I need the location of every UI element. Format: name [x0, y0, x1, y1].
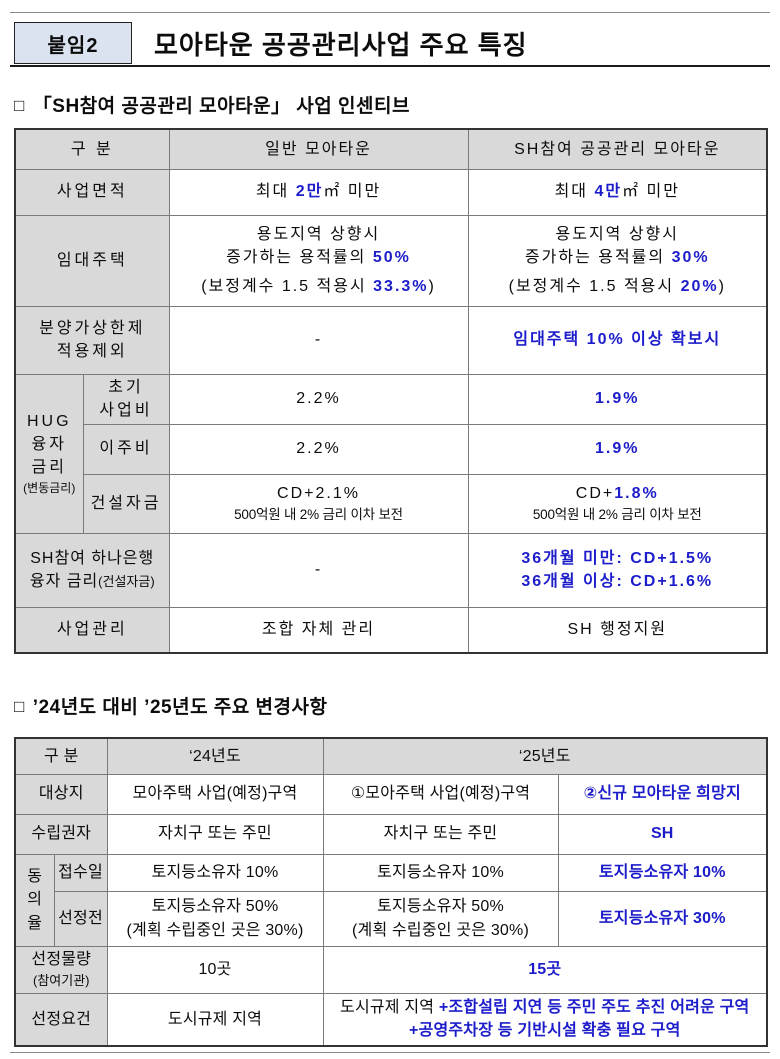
table2-header-row: 구 분 ‘24년도 ‘25년도 — [14, 737, 768, 775]
price-cap-label: 분양가상한제 적용제외 — [14, 305, 170, 375]
changes-table: 구 분 ‘24년도 ‘25년도 대상지 모아주택 사업(예정)구역 ①모아주택 … — [14, 737, 769, 1047]
hana-general-cell: - — [168, 532, 469, 608]
hug-initial-label: 초기 사업비 — [82, 373, 170, 425]
table1-header-row: 구 분 일반 모아타운 SH참여 공공관리 모아타운 — [14, 128, 768, 170]
authority-y25b-cell: SH — [557, 813, 768, 855]
target-y24-cell: 모아주택 사업(예정)구역 — [106, 773, 324, 815]
management-label: 사업관리 — [14, 606, 170, 654]
consent-receipt-y25b-cell: 토지등소유자 10% — [557, 853, 768, 892]
page-top-rule — [10, 12, 770, 13]
table2-row-consent-preselect: 선정전 토지등소유자 50% (계획 수립중인 곳은 30%) 토지등소유자 5… — [15, 890, 768, 947]
target-label: 대상지 — [14, 773, 108, 815]
table2-row-consent-receipt: 동 의 율 접수일 토지등소유자 10% 토지등소유자 10% 토지등소유자 1… — [14, 853, 768, 947]
target-y25b-cell: ②신규 모아타운 희망지 — [557, 773, 768, 815]
consent-preselect-y25a-cell: 토지등소유자 50% (계획 수립중인 곳은 30%) — [322, 890, 559, 947]
target-y25a-cell: ①모아주택 사업(예정)구역 — [322, 773, 559, 815]
hana-label: SH참여 하나은행 융자 금리(건설자금) — [14, 532, 170, 608]
table2-row-quantity: 선정물량 (참여기관) 10곳 15곳 — [14, 945, 768, 994]
consent-preselect-y24-cell: 토지등소유자 50% (계획 수립중인 곳은 30%) — [106, 890, 324, 947]
criteria-y24-cell: 도시규제 지역 — [106, 992, 324, 1047]
table1-header-sh: SH참여 공공관리 모아타운 — [467, 128, 768, 170]
price-cap-sh-cell: 임대주택 10% 이상 확보시 — [467, 305, 768, 375]
authority-y24-cell: 자치구 또는 주민 — [106, 813, 324, 855]
hug-construction-label: 건설자금 — [82, 473, 170, 534]
table2-row-authority: 수립권자 자치구 또는 주민 자치구 또는 주민 SH — [14, 813, 768, 855]
quantity-y25-cell: 15곳 — [322, 945, 768, 994]
table1-row-rental: 임대주택 용도지역 상향시 증가하는 용적률의 50% (보정계수 1.5 적용… — [14, 214, 768, 307]
hug-initial-general-cell: 2.2% — [168, 373, 469, 425]
criteria-y25-cell: 도시규제 지역 +조합설립 지연 등 주민 주도 추진 어려운 구역 +공영주차… — [322, 992, 768, 1047]
document-title: 모아타운 공공관리사업 주요 특징 — [154, 29, 528, 60]
consent-receipt-y25a-cell: 토지등소유자 10% — [322, 853, 559, 892]
section2-heading: □ ’24년도 대비 ’25년도 주요 변경사항 — [14, 692, 327, 719]
hug-construction-sh-cell: CD+1.8% 500억원 내 2% 금리 이차 보전 — [467, 473, 768, 534]
rental-sh-cell: 용도지역 상향시 증가하는 용적률의 30% (보정계수 1.5 적용시 20%… — [467, 214, 768, 307]
table1-row-management: 사업관리 조합 자체 관리 SH 행정지원 — [14, 606, 768, 654]
document-header: 붙임2 모아타운 공공관리사업 주요 특징 — [14, 22, 528, 64]
table1-row-area: 사업면적 최대 2만㎡ 미만 최대 4만㎡ 미만 — [14, 168, 768, 216]
table1-row-hug-relocation: 이주비 2.2% 1.9% — [15, 423, 768, 475]
header-underline — [10, 65, 770, 67]
consent-preselect-y25b-cell: 토지등소유자 30% — [557, 890, 768, 947]
area-sh-cell: 최대 4만㎡ 미만 — [467, 168, 768, 216]
quantity-y24-cell: 10곳 — [106, 945, 324, 994]
consent-receipt-label: 접수일 — [53, 853, 108, 892]
hug-initial-sh-cell: 1.9% — [467, 373, 768, 425]
authority-y25a-cell: 자치구 또는 주민 — [322, 813, 559, 855]
table1-row-hug-construction: 건설자금 CD+2.1% 500억원 내 2% 금리 이차 보전 CD+1.8%… — [15, 473, 768, 534]
table1-row-price-cap: 분양가상한제 적용제외 - 임대주택 10% 이상 확보시 — [14, 305, 768, 375]
section1-title: 「SH참여 공공관리 모아타운」 사업 인센티브 — [32, 96, 410, 117]
management-general-cell: 조합 자체 관리 — [168, 606, 469, 654]
rental-general-cell: 용도지역 상향시 증가하는 용적률의 50% (보정계수 1.5 적용시 33.… — [168, 214, 469, 307]
table1-row-hana: SH참여 하나은행 융자 금리(건설자금) - 36개월 미만: CD+1.5%… — [14, 532, 768, 608]
consent-preselect-label: 선정전 — [53, 890, 108, 947]
price-cap-general-cell: - — [168, 305, 469, 375]
table2-row-target: 대상지 모아주택 사업(예정)구역 ①모아주택 사업(예정)구역 ②신규 모아타… — [14, 773, 768, 815]
criteria-label: 선정요건 — [14, 992, 108, 1047]
hug-relocation-general-cell: 2.2% — [168, 423, 469, 475]
table2-header-y24: ‘24년도 — [106, 737, 324, 775]
table2-row-criteria: 선정요건 도시규제 지역 도시규제 지역 +조합설립 지연 등 주민 주도 추진… — [14, 992, 768, 1047]
table1-row-hug-initial: HUG 융자 금리 (변동금리) 초기 사업비 2.2% 1.9% — [14, 373, 768, 534]
section2-title: ’24년도 대비 ’25년도 주요 변경사항 — [32, 697, 328, 718]
table1-header-general: 일반 모아타운 — [168, 128, 469, 170]
hug-group-label: HUG 융자 금리 (변동금리) — [14, 373, 84, 534]
management-sh-cell: SH 행정지원 — [467, 606, 768, 654]
consent-group-label: 동 의 율 — [14, 853, 55, 947]
area-label: 사업면적 — [14, 168, 170, 216]
rental-label: 임대주택 — [14, 214, 170, 307]
attachment-badge: 붙임2 — [14, 22, 132, 64]
quantity-label: 선정물량 (참여기관) — [14, 945, 108, 994]
hug-relocation-sh-cell: 1.9% — [467, 423, 768, 475]
table1-header-gubun: 구 분 — [14, 128, 170, 170]
section1-heading: □ 「SH참여 공공관리 모아타운」 사업 인센티브 — [14, 91, 410, 118]
hug-relocation-label: 이주비 — [82, 423, 170, 475]
consent-receipt-y24-cell: 토지등소유자 10% — [106, 853, 324, 892]
authority-label: 수립권자 — [14, 813, 108, 855]
incentive-table: 구 분 일반 모아타운 SH참여 공공관리 모아타운 사업면적 최대 2만㎡ 미… — [14, 128, 769, 654]
square-bullet-icon: □ — [14, 96, 25, 115]
table2-header-y25: ‘25년도 — [322, 737, 768, 775]
square-bullet-icon: □ — [14, 697, 25, 716]
area-general-cell: 최대 2만㎡ 미만 — [168, 168, 469, 216]
table2-header-gubun: 구 분 — [14, 737, 108, 775]
hug-construction-general-cell: CD+2.1% 500억원 내 2% 금리 이차 보전 — [168, 473, 469, 534]
hana-sh-cell: 36개월 미만: CD+1.5% 36개월 이상: CD+1.6% — [467, 532, 768, 608]
page-bottom-rule — [10, 1052, 770, 1053]
